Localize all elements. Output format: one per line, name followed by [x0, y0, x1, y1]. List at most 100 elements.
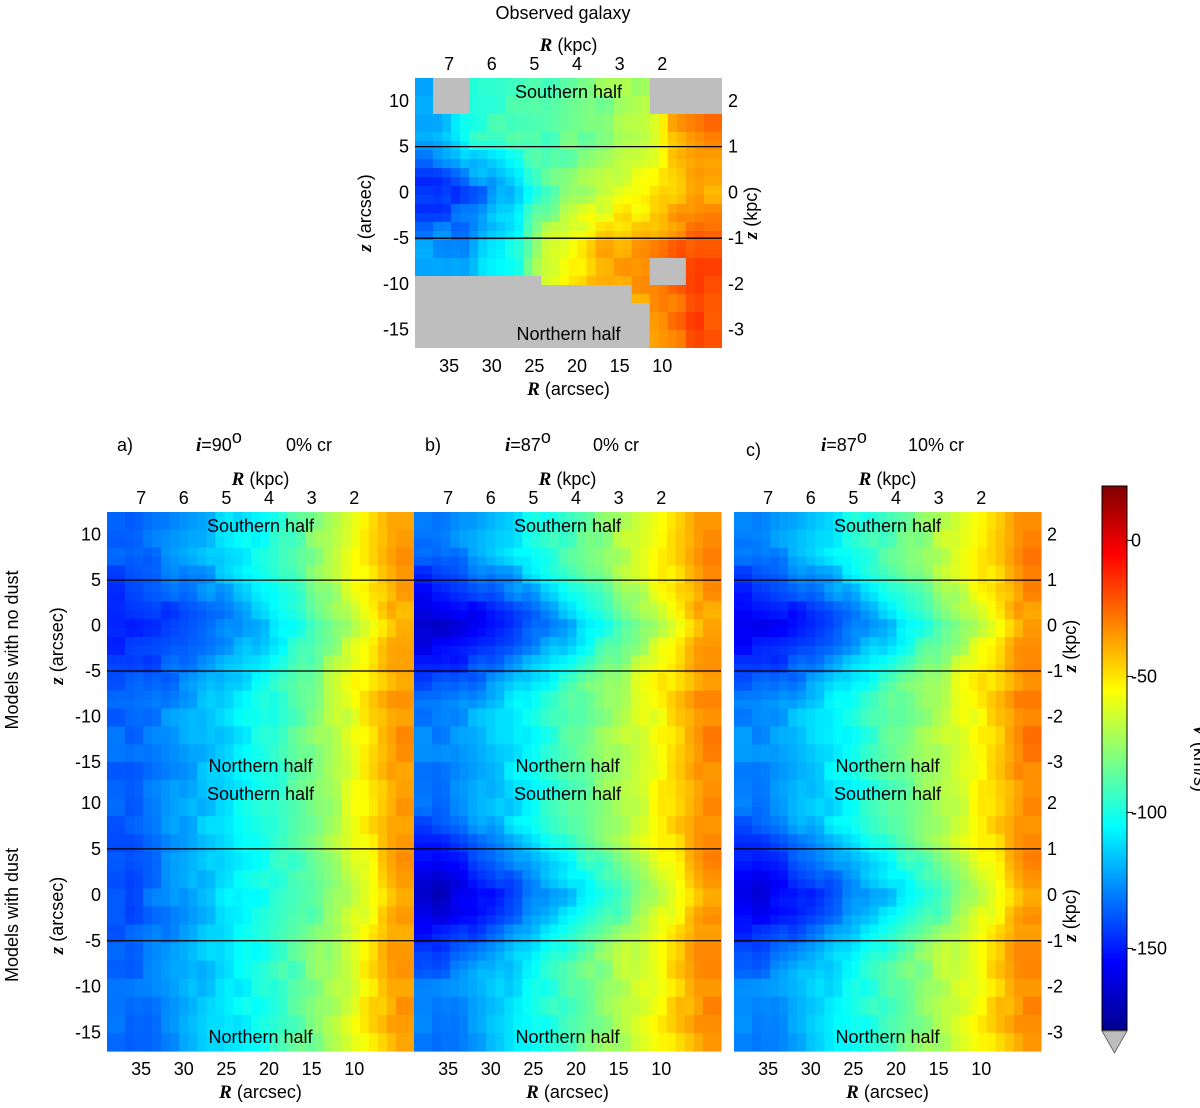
heatmap-cell: [359, 646, 370, 656]
heatmap-cell: [761, 771, 771, 781]
heatmap-cell: [433, 276, 443, 286]
heatmap-cell: [851, 690, 862, 701]
heatmap-cell: [161, 852, 171, 862]
heatmap-cell: [923, 592, 934, 602]
heatmap-cell: [977, 556, 988, 567]
heatmap-cell: [594, 529, 605, 540]
heatmap-cell: [116, 987, 126, 998]
heatmap-cell: [887, 637, 898, 647]
heatmap-cell: [522, 681, 532, 692]
heatmap-cell: [658, 240, 669, 250]
inclination-value: =87: [826, 435, 857, 455]
heatmap-cell: [377, 690, 388, 701]
heatmap-cell: [296, 726, 307, 736]
heatmap-cell: [251, 556, 262, 567]
heatmap-cell: [594, 753, 605, 763]
y-axis-label: z (arcsec): [355, 174, 376, 252]
heatmap-cell: [612, 529, 623, 540]
heatmap-cell: [712, 177, 722, 187]
heatmap-cell: [531, 717, 542, 727]
x-top-tick-label: 5: [221, 488, 231, 508]
heatmap-cell: [359, 574, 370, 585]
heatmap-cell: [824, 654, 834, 665]
heatmap-cell: [423, 601, 433, 611]
heatmap-cell: [414, 628, 424, 638]
heatmap-cell: [188, 565, 198, 576]
heatmap-cell: [323, 1023, 334, 1034]
heatmap-cell: [603, 663, 614, 674]
heatmap-cell: [477, 520, 487, 531]
heatmap-cell: [914, 628, 925, 638]
heatmap-cell: [188, 978, 198, 989]
heatmap-cell: [568, 177, 579, 187]
heatmap-cell: [143, 1023, 153, 1034]
heatmap-cell: [242, 610, 253, 620]
heatmap-cell: [631, 150, 642, 160]
heatmap-cell: [460, 141, 470, 151]
heatmap-cell: [531, 592, 542, 602]
heatmap-cell: [612, 726, 623, 736]
heatmap-cell: [395, 753, 406, 763]
heatmap-cell: [761, 529, 771, 540]
heatmap-cell: [815, 601, 825, 611]
heatmap-cell: [134, 654, 144, 665]
heatmap-cell: [932, 771, 943, 781]
heatmap-cell: [314, 816, 325, 826]
heatmap-cell: [197, 637, 207, 647]
heatmap-cell: [107, 574, 117, 585]
heatmap-cell: [116, 933, 126, 944]
heatmap-cell: [594, 690, 605, 701]
heatmap-cell: [532, 267, 543, 277]
heatmap-cell: [540, 735, 551, 745]
heatmap-cell: [842, 654, 852, 665]
heatmap-cell: [977, 574, 988, 585]
heatmap-cell: [586, 87, 597, 97]
heatmap-cell: [477, 637, 487, 647]
heatmap-cell: [478, 114, 488, 124]
heatmap-cell: [469, 231, 479, 241]
heatmap-cell: [269, 915, 280, 926]
heatmap-cell: [896, 654, 907, 665]
heatmap-cell: [532, 321, 543, 331]
heatmap-cell: [676, 114, 687, 124]
heatmap-cell: [531, 529, 542, 540]
heatmap-cell: [215, 888, 225, 899]
heatmap-cell: [161, 780, 171, 790]
heatmap-cell: [514, 213, 524, 223]
heatmap-cell: [432, 529, 442, 540]
heatmap-cell: [152, 942, 162, 953]
heatmap-cell: [594, 592, 605, 602]
heatmap-cell: [815, 753, 825, 763]
heatmap-cell: [788, 681, 798, 692]
heatmap-cell: [296, 690, 307, 701]
heatmap-cell: [441, 717, 451, 727]
heatmap-cell: [603, 637, 614, 647]
heatmap-cell: [1004, 565, 1015, 576]
heatmap-cell: [1004, 735, 1015, 745]
heatmap-cell: [424, 105, 434, 115]
heatmap-cell: [595, 285, 606, 295]
heatmap-cell: [622, 141, 633, 151]
heatmap-cell: [323, 942, 334, 953]
heatmap-cell: [558, 619, 569, 629]
heatmap-cell: [505, 186, 515, 196]
heatmap-cell: [251, 663, 262, 674]
heatmap-cell: [134, 565, 144, 576]
heatmap-cell: [558, 726, 569, 736]
heatmap-cell: [116, 1032, 126, 1043]
heatmap-cell: [161, 834, 171, 844]
heatmap-cell: [143, 780, 153, 790]
heatmap-cell: [612, 512, 623, 522]
heatmap-cell: [296, 861, 307, 871]
heatmap-cell: [685, 132, 696, 142]
heatmap-cell: [478, 186, 488, 196]
heatmap-cell: [941, 547, 952, 558]
heatmap-cell: [531, 744, 542, 754]
heatmap-cell: [694, 258, 705, 268]
heatmap-cell: [504, 619, 514, 629]
heatmap-cell: [468, 699, 478, 710]
heatmap-cell: [779, 762, 789, 772]
heatmap-cell: [1013, 520, 1024, 531]
heatmap-cell: [675, 574, 686, 585]
heatmap-cell: [559, 321, 570, 331]
